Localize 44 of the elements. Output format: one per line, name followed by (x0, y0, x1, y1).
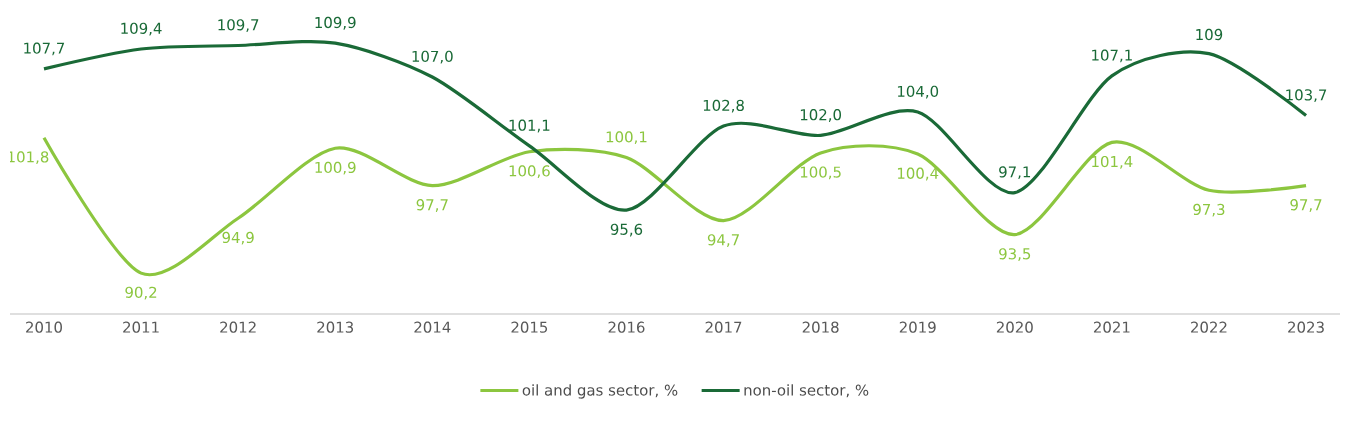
data-label: 101,1 (509, 119, 550, 133)
data-label: 101,4 (1092, 155, 1133, 169)
data-label: 102,8 (703, 99, 744, 113)
data-label: 109,7 (218, 19, 259, 32)
x-tick-label: 2023 (1288, 321, 1324, 333)
x-tick-label: 2017 (705, 321, 742, 333)
data-label: 90,2 (125, 286, 157, 300)
data-label: 101,8 (8, 151, 49, 165)
x-tick-label: 2013 (317, 321, 354, 333)
data-label: 94,9 (222, 231, 254, 245)
data-label: 94,7 (707, 234, 739, 247)
x-tick-label: 2020 (996, 321, 1033, 333)
data-label: 97,7 (1290, 199, 1322, 212)
data-label: 107,1 (1092, 49, 1132, 63)
data-label: 102,0 (800, 109, 842, 122)
x-tick-label: 2015 (511, 321, 548, 333)
x-tick-label: 2014 (414, 321, 451, 333)
data-label: 107,7 (24, 42, 65, 56)
data-label: 100,1 (606, 131, 647, 145)
data-label: 103,7 (1286, 89, 1327, 103)
data-label: 97,1 (999, 166, 1031, 180)
data-label: 100,4 (897, 167, 939, 181)
x-tick-label: 2019 (899, 321, 936, 333)
x-tick-label: 2022 (1191, 321, 1227, 333)
data-label: 107,0 (412, 50, 453, 64)
x-tick-label: 2010 (26, 321, 62, 333)
data-label: 97,7 (416, 199, 448, 212)
data-label: 109 (1196, 28, 1223, 41)
data-label: 100,5 (800, 166, 841, 180)
data-label: 95,6 (610, 223, 643, 237)
data-label: 93,5 (999, 248, 1031, 261)
x-tick-label: 2012 (220, 321, 256, 333)
x-tick-label: 2021 (1093, 321, 1130, 333)
data-label: 109,9 (315, 16, 356, 30)
data-label: 100,9 (315, 161, 356, 175)
legend-label: oil and gas sector, % (522, 384, 678, 399)
data-label: 104,0 (897, 85, 939, 99)
data-label: 97,3 (1193, 203, 1225, 217)
legend-label: non-oil sector, % (744, 384, 869, 398)
x-tick-label: 2016 (608, 321, 645, 333)
data-label: 109,4 (121, 22, 162, 36)
x-tick-label: 2018 (802, 321, 839, 333)
x-tick-label: 2011 (123, 321, 159, 333)
data-label: 100,6 (509, 165, 550, 179)
